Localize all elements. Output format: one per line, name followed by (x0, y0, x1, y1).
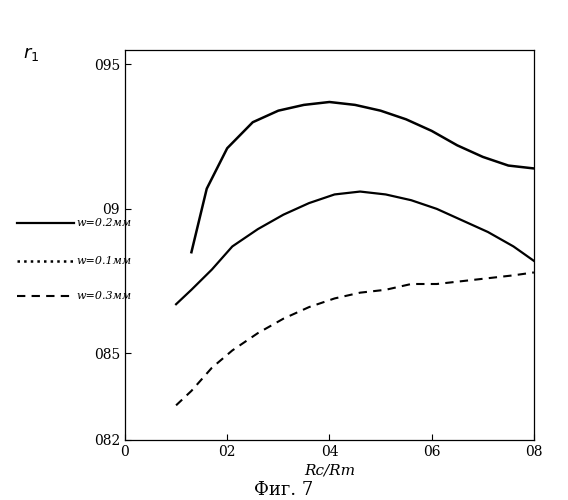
Text: w=0.2мм: w=0.2мм (77, 218, 132, 228)
X-axis label: Rc/Rm: Rc/Rm (304, 463, 355, 477)
Text: w=0.3мм: w=0.3мм (77, 290, 132, 300)
Text: Фиг. 7: Фиг. 7 (254, 481, 314, 499)
Text: w=0.1мм: w=0.1мм (77, 256, 132, 266)
Text: $r_1$: $r_1$ (23, 45, 39, 63)
